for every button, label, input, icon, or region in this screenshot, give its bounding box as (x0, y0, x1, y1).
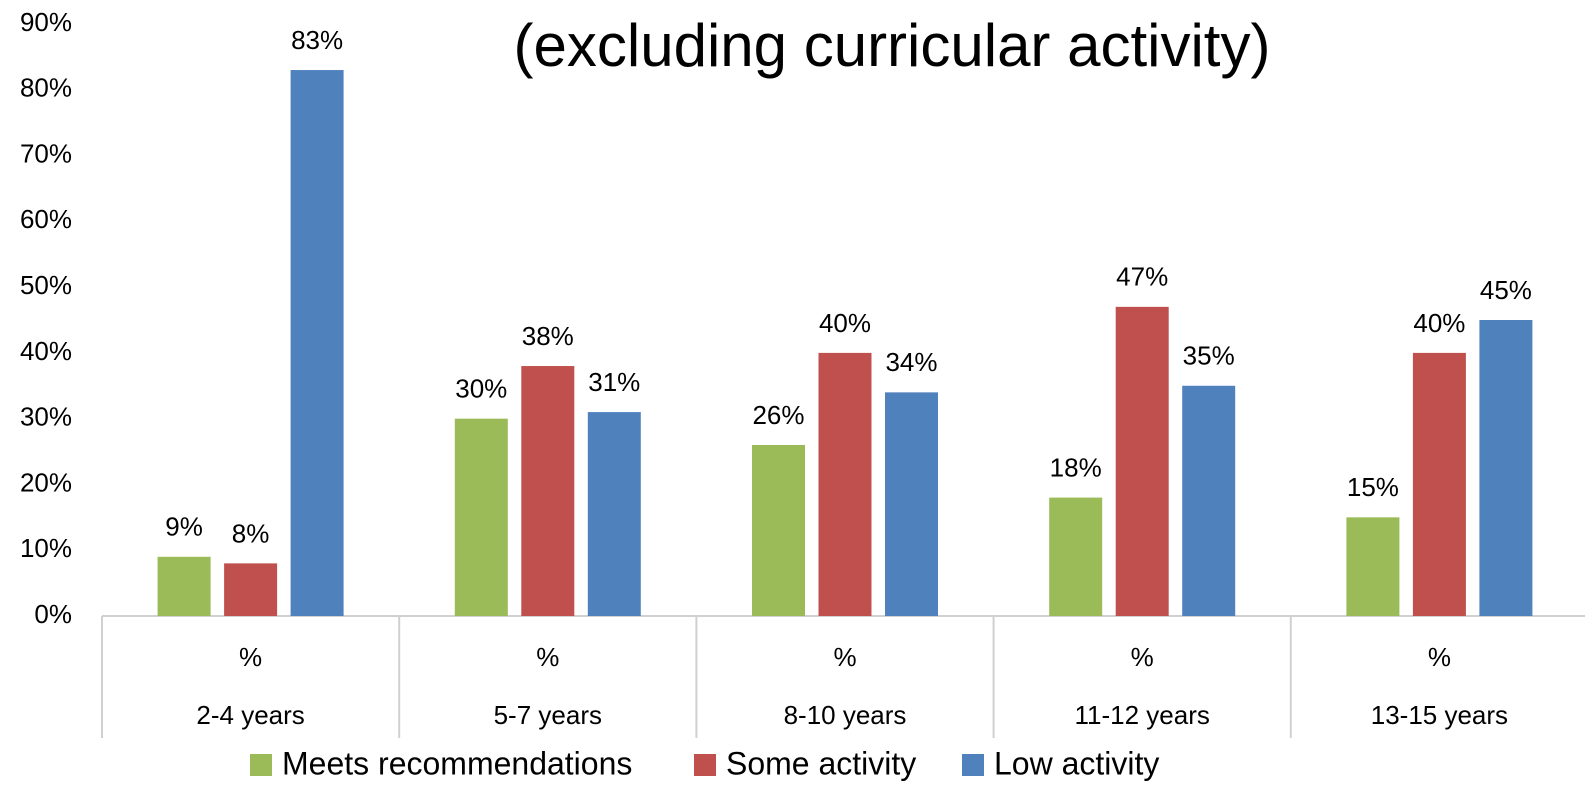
bar (290, 70, 344, 617)
x-tick-label: 5-7 years (494, 700, 602, 730)
bar (1346, 517, 1400, 616)
y-tick-label: 80% (20, 73, 72, 103)
y-tick-label: 20% (20, 467, 72, 497)
bar (157, 556, 211, 616)
bar (1412, 352, 1466, 616)
legend-label: Some activity (726, 745, 916, 781)
x-sublabel: % (239, 642, 262, 672)
x-tick-label: 11-12 years (1075, 700, 1210, 730)
data-label: 83% (291, 25, 343, 55)
bar (1479, 320, 1533, 616)
legend-label: Meets recommendations (282, 745, 632, 781)
bar (1182, 385, 1236, 616)
x-tick-label: 8-10 years (784, 700, 907, 730)
legend-swatch (962, 754, 984, 776)
bar (224, 563, 278, 616)
data-label: 26% (752, 400, 804, 430)
y-tick-label: 60% (20, 204, 72, 234)
bar (454, 418, 508, 616)
y-tick-label: 30% (20, 402, 72, 432)
legend-swatch (250, 754, 272, 776)
bar (752, 444, 805, 616)
y-tick-label: 70% (20, 138, 72, 168)
data-label: 47% (1116, 262, 1168, 292)
data-label: 18% (1050, 452, 1102, 482)
y-tick-label: 50% (20, 270, 72, 300)
x-sublabel: % (536, 642, 559, 672)
bar (587, 412, 641, 616)
legend-swatch (694, 754, 716, 776)
data-label: 31% (588, 367, 640, 397)
chart-title: (excluding curricular activity) (514, 12, 1271, 79)
data-label: 34% (885, 347, 937, 377)
x-sublabel: % (1131, 642, 1154, 672)
y-tick-label: 40% (20, 336, 72, 366)
legend-label: Low activity (994, 745, 1159, 781)
data-label: 38% (522, 321, 574, 351)
bar (1115, 306, 1169, 616)
bar (885, 392, 938, 616)
x-tick-label: 13-15 years (1371, 700, 1508, 730)
y-tick-label: 10% (20, 533, 72, 563)
x-tick-label: 2-4 years (196, 700, 304, 730)
bar (818, 352, 872, 616)
data-label: 30% (455, 374, 507, 404)
y-tick-label: 0% (34, 599, 72, 629)
x-sublabel: % (833, 642, 856, 672)
x-sublabel: % (1428, 642, 1451, 672)
data-label: 40% (1413, 308, 1465, 338)
y-tick-label: 90% (20, 7, 72, 37)
data-label: 8% (232, 518, 270, 548)
data-label: 45% (1480, 275, 1532, 305)
bar (521, 366, 575, 616)
data-label: 40% (819, 308, 871, 338)
data-label: 15% (1347, 472, 1399, 502)
data-label: 9% (165, 512, 203, 542)
bar (1049, 497, 1103, 616)
data-label: 35% (1183, 341, 1235, 371)
